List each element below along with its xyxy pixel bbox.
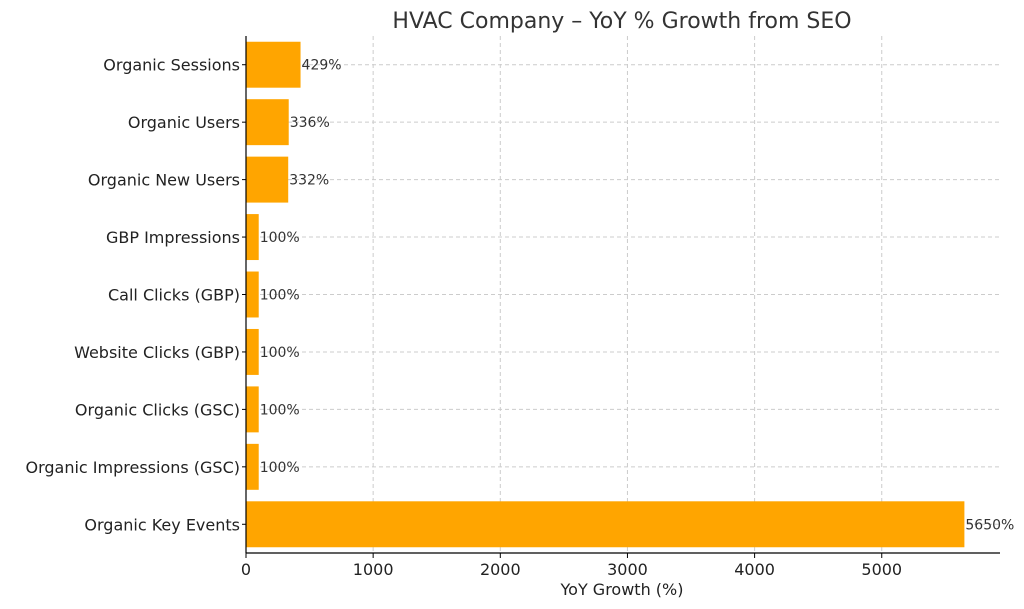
category-label: Organic Key Events <box>84 515 240 534</box>
bar <box>246 386 259 433</box>
x-tick-label: 1000 <box>353 560 394 579</box>
x-tick-label: 0 <box>241 560 251 579</box>
data-label: 100% <box>260 230 300 246</box>
bar <box>246 501 965 548</box>
grid-lines <box>246 36 1000 553</box>
category-label: GBP Impressions <box>106 228 240 247</box>
bar <box>246 214 259 261</box>
category-label: Organic Clicks (GSC) <box>75 400 240 419</box>
bar <box>246 328 259 375</box>
data-label: 100% <box>260 288 300 304</box>
data-label: 429% <box>302 58 342 74</box>
x-tick-label: 2000 <box>480 560 521 579</box>
category-label: Call Clicks (GBP) <box>108 286 240 305</box>
x-axis-label: YoY Growth (%) <box>560 580 684 599</box>
chart-title: HVAC Company – YoY % Growth from SEO <box>392 9 851 34</box>
category-label: Organic Users <box>128 113 240 132</box>
bar <box>246 443 259 490</box>
bars <box>246 41 965 548</box>
category-label: Organic Sessions <box>103 56 240 75</box>
category-label: Website Clicks (GBP) <box>74 343 240 362</box>
x-tick-label: 5000 <box>861 560 902 579</box>
x-tick-label: 3000 <box>607 560 648 579</box>
category-label: Organic New Users <box>88 171 240 190</box>
data-label: 100% <box>260 460 300 476</box>
x-tick-label: 4000 <box>734 560 775 579</box>
data-label: 332% <box>289 173 329 189</box>
x-ticks: 0 1000 2000 3000 4000 5000 <box>241 64 902 579</box>
data-label: 336% <box>290 115 330 131</box>
category-label: Organic Impressions (GSC) <box>25 458 240 477</box>
data-label: 100% <box>260 402 300 418</box>
data-labels: 429% 336% 332% 100% 100% 100% 100% 100% 5650% <box>260 58 1015 534</box>
bar <box>246 41 301 88</box>
bar <box>246 271 259 318</box>
bar <box>246 156 289 203</box>
data-label: 100% <box>260 345 300 361</box>
category-labels: Organic Sessions Organic Users Organic New… <box>25 56 240 535</box>
data-label: 5650% <box>965 517 1014 533</box>
bar <box>246 99 289 146</box>
